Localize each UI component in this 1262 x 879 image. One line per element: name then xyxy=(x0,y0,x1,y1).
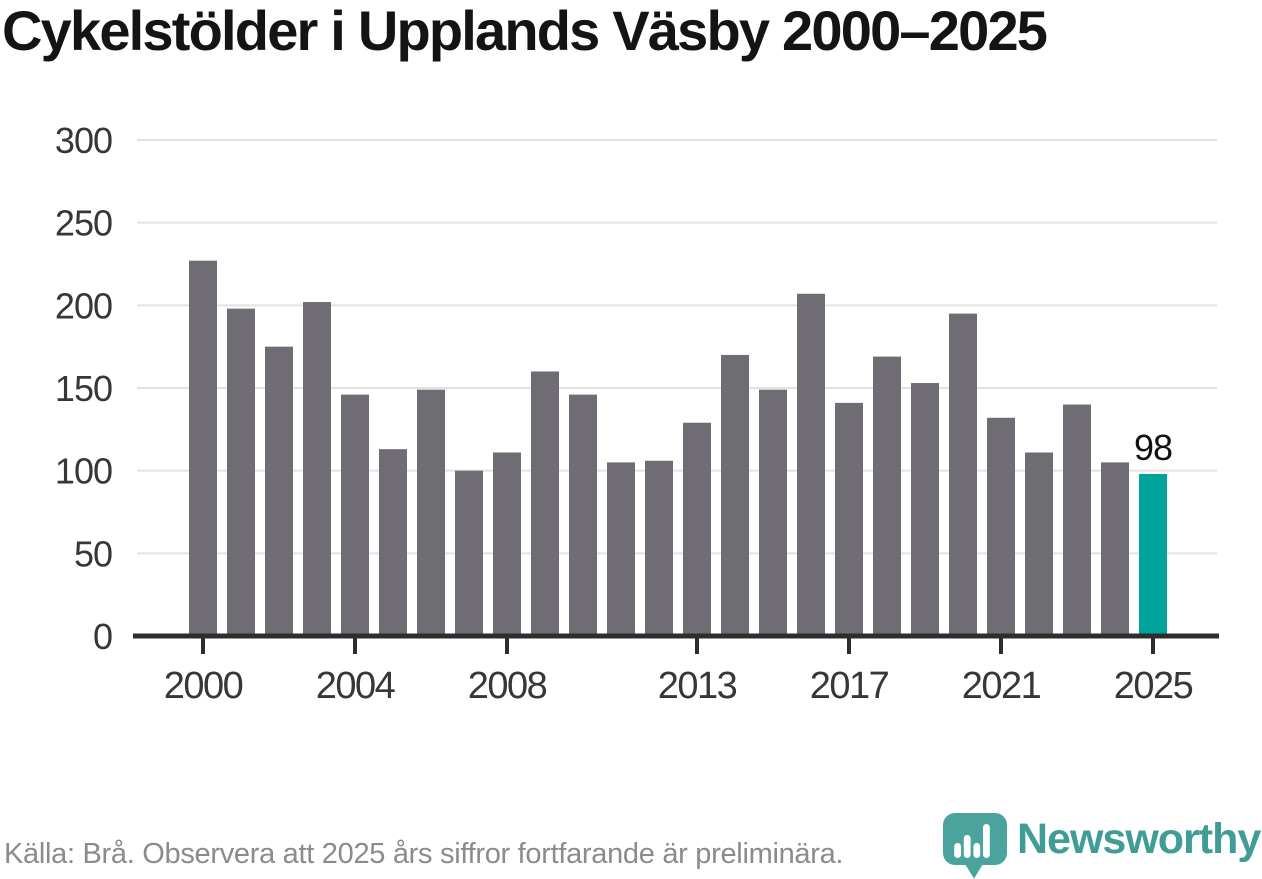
x-tick-label-2021: 2021 xyxy=(962,665,1041,707)
bar-2024 xyxy=(1101,462,1129,636)
chart-title: Cykelstölder i Upplands Väsby 2000–2025 xyxy=(2,0,1048,62)
bar-2023 xyxy=(1063,404,1091,636)
bar-chart: 2000 2004 2008 2013 2017 2021 2025 0 50 100 150 200… xyxy=(55,120,1219,707)
logo-chart-bar xyxy=(973,843,981,858)
bar-2003 xyxy=(303,302,331,636)
newsworthy-wordmark: Newsworthy xyxy=(1017,815,1261,863)
bar-2009 xyxy=(531,371,559,636)
x-tick-label-2008: 2008 xyxy=(468,665,547,707)
bar-2004 xyxy=(341,394,369,636)
bar-2020 xyxy=(949,313,977,636)
bar-2017 xyxy=(835,402,863,636)
y-tick-label-0: 0 xyxy=(93,616,112,657)
newsworthy-pin-bar-chart-icon xyxy=(943,813,1007,879)
x-tick-label-2000: 2000 xyxy=(164,665,243,707)
y-tick-label-50: 50 xyxy=(74,533,112,574)
bar-2015 xyxy=(759,389,787,636)
bar-highlighted-2025 xyxy=(1139,473,1167,636)
x-tick-label-2013: 2013 xyxy=(658,665,737,707)
bar-2022 xyxy=(1025,452,1053,636)
bar-2005 xyxy=(379,449,407,636)
bar-2019 xyxy=(911,383,939,636)
logo-chart-bar xyxy=(963,835,971,858)
logo-pin-tail xyxy=(965,864,983,879)
bar-2000 xyxy=(189,260,217,636)
logo-chart-bar xyxy=(983,824,990,858)
bar-2018 xyxy=(873,356,901,636)
bar-2001 xyxy=(227,308,255,636)
x-tick-label-2025: 2025 xyxy=(1114,665,1193,707)
value-label: 98 xyxy=(1134,427,1172,468)
bar-2021 xyxy=(987,417,1015,636)
bar-2010 xyxy=(569,394,597,636)
y-tick-label-200: 200 xyxy=(55,285,112,326)
bar-2008 xyxy=(493,452,521,636)
bar-2007 xyxy=(455,470,483,636)
y-tick-label-300: 300 xyxy=(55,120,112,161)
bar-2002 xyxy=(265,346,293,636)
bar-2011 xyxy=(607,462,635,636)
x-tick-label-2017: 2017 xyxy=(810,665,889,707)
bar-2014 xyxy=(721,354,749,636)
bar-2012 xyxy=(645,460,673,636)
y-tick-label-150: 150 xyxy=(55,368,112,409)
y-tick-label-100: 100 xyxy=(55,451,112,492)
logo-chart-bar xyxy=(954,843,961,858)
x-tick-label-2004: 2004 xyxy=(316,665,396,707)
y-tick-label-250: 250 xyxy=(55,203,112,244)
bar-2013 xyxy=(683,422,711,636)
bar-2016 xyxy=(797,293,825,636)
bar-2006 xyxy=(417,389,445,636)
source-note: Källa: Brå. Observera att 2025 års siffr… xyxy=(4,838,844,870)
newsworthy-logo: Newsworthy xyxy=(941,811,1261,879)
